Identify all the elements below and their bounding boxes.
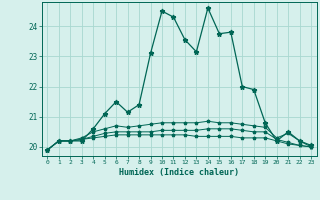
X-axis label: Humidex (Indice chaleur): Humidex (Indice chaleur) [119,168,239,177]
